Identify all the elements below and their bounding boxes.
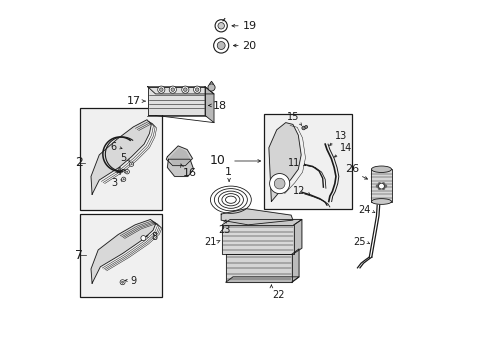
Text: 24: 24 [358,206,370,216]
Circle shape [376,185,378,187]
Polygon shape [222,225,293,253]
Polygon shape [147,87,214,94]
Circle shape [126,171,128,172]
Ellipse shape [371,199,391,204]
Text: 1: 1 [224,167,231,177]
Text: 8: 8 [151,232,157,242]
Text: 3: 3 [111,178,117,188]
Text: 17: 17 [127,96,141,106]
Circle shape [125,170,129,174]
Circle shape [217,41,224,49]
Polygon shape [291,249,298,282]
Text: 22: 22 [271,290,284,300]
Circle shape [169,86,176,93]
Text: 9: 9 [130,276,136,286]
Text: 2: 2 [75,156,83,169]
Circle shape [384,185,386,187]
Polygon shape [147,87,204,116]
Polygon shape [225,254,291,282]
Text: 19: 19 [242,21,256,31]
Circle shape [274,178,285,189]
Circle shape [304,126,307,129]
Polygon shape [268,123,301,202]
Circle shape [207,84,215,91]
Text: 14: 14 [339,143,351,153]
Text: 5: 5 [120,153,126,163]
Text: 16: 16 [182,168,196,178]
Bar [371,169,391,202]
Circle shape [193,86,201,93]
Circle shape [269,174,289,194]
Circle shape [141,235,145,240]
Text: 15: 15 [286,112,299,122]
Circle shape [129,162,133,166]
Text: 26: 26 [344,164,358,174]
Circle shape [215,20,227,32]
Bar [264,114,351,209]
Text: 4: 4 [116,167,122,177]
Circle shape [378,187,380,189]
Text: 11: 11 [287,158,300,168]
Polygon shape [170,148,189,164]
Circle shape [183,88,187,91]
Polygon shape [293,220,301,253]
Polygon shape [204,87,214,123]
Polygon shape [167,159,193,176]
Polygon shape [91,120,151,194]
Circle shape [159,88,163,91]
Circle shape [301,126,305,130]
Circle shape [121,177,125,181]
Circle shape [382,183,384,185]
Polygon shape [91,220,155,283]
Text: 6: 6 [110,142,117,152]
Circle shape [378,183,380,185]
Bar [80,108,162,211]
Circle shape [171,88,174,91]
Circle shape [378,183,384,189]
Text: 13: 13 [334,131,346,140]
Text: 20: 20 [242,41,256,50]
Polygon shape [225,277,298,282]
Circle shape [382,187,384,189]
Circle shape [182,86,188,93]
Text: 21: 21 [203,237,216,247]
Polygon shape [166,146,192,166]
Text: 23: 23 [218,225,230,235]
Circle shape [131,163,132,165]
Circle shape [158,86,164,93]
Circle shape [121,281,123,283]
Circle shape [218,23,224,29]
Circle shape [213,38,228,53]
Polygon shape [221,209,292,225]
Bar [80,214,162,297]
Text: 7: 7 [75,249,83,262]
Text: 25: 25 [352,237,365,247]
Text: 18: 18 [212,101,226,111]
Circle shape [195,88,199,91]
Text: 10: 10 [209,154,225,167]
Text: 12: 12 [293,186,305,197]
Circle shape [122,179,124,180]
Polygon shape [222,220,301,225]
Circle shape [120,280,125,285]
Ellipse shape [371,166,391,172]
